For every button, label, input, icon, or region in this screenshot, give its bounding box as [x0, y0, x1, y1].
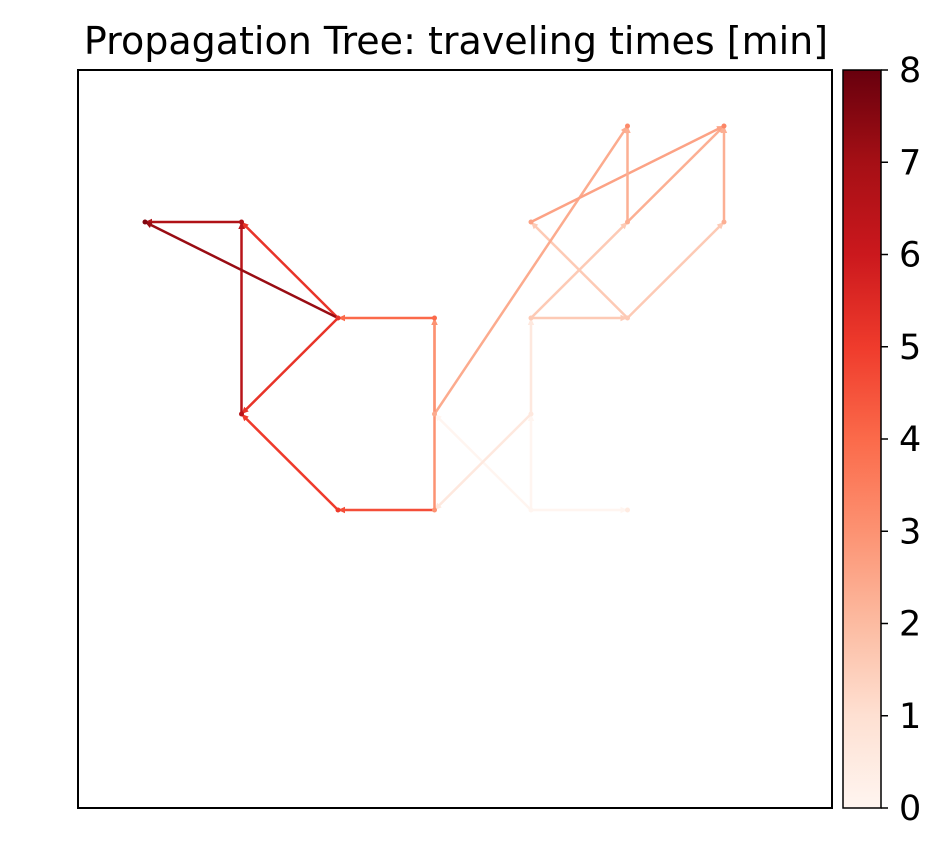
edge-O-Q — [240, 221, 339, 319]
node-O — [335, 315, 341, 321]
node-N — [335, 507, 341, 513]
node-B — [625, 507, 630, 513]
edge-N-P — [240, 413, 339, 511]
node-F — [625, 219, 630, 225]
edge-C-J — [433, 413, 532, 511]
node-L — [721, 123, 727, 129]
node-E — [625, 315, 630, 321]
edge-arrowhead-J-N — [338, 506, 345, 514]
colorbar — [842, 69, 882, 809]
edge-arrowhead-F-K — [624, 126, 631, 133]
colorbar-tick-label-2: 2 — [899, 605, 921, 645]
node-J — [432, 507, 437, 513]
colorbar-tick-label-4: 4 — [899, 420, 921, 460]
edge-arrowhead-E-I — [531, 222, 539, 230]
edge-arrowhead-O-Q — [241, 222, 249, 230]
edge-arrowhead-A-B — [620, 506, 628, 514]
colorbar-tick-label-7: 7 — [899, 143, 921, 183]
node-R — [142, 219, 148, 225]
edge-arrowhead-C-J — [434, 502, 442, 510]
colorbar-tick-label-6: 6 — [899, 236, 921, 276]
edge-arrowhead-D-E — [620, 314, 628, 322]
node-H — [432, 411, 437, 417]
edge-arrowhead-J-M — [431, 318, 438, 325]
colorbar-ticks: 0 1 2 3 4 5 6 7 8 — [881, 51, 921, 829]
edge-H-K — [433, 125, 629, 415]
node-D — [528, 315, 534, 321]
edge-arrowhead-M-O — [338, 314, 345, 322]
edge-arrowhead-A-H — [434, 414, 442, 422]
edge-O-P — [240, 317, 339, 415]
node-P — [239, 411, 244, 417]
edge-arrowhead-D-F — [620, 222, 628, 230]
node-I — [528, 219, 534, 225]
edge-F-L — [626, 125, 725, 223]
edge-arrowhead-C-D — [527, 318, 535, 325]
edge-arrowhead-O-P — [241, 406, 249, 414]
node-Q — [239, 219, 244, 225]
edge-arrowhead-A-C — [527, 414, 535, 421]
plot-area — [77, 69, 833, 809]
edge-arrowhead-P-Q — [238, 222, 245, 229]
node-M — [432, 315, 437, 321]
colorbar-tick-label-5: 5 — [899, 328, 921, 368]
node-C — [528, 411, 534, 417]
node-G — [721, 219, 727, 225]
chart-title: Propagation Tree: traveling times [min] — [84, 19, 828, 63]
node-A — [528, 507, 534, 513]
edge-E-G — [626, 221, 725, 319]
colorbar-tick-label-0: 0 — [899, 789, 921, 829]
node-K — [625, 123, 630, 129]
colorbar-tick-label-8: 8 — [899, 51, 921, 91]
edge-E-I — [530, 221, 629, 319]
colorbar-tick-label-1: 1 — [899, 697, 921, 737]
edge-arrowhead-E-G — [716, 222, 724, 230]
nodes-layer — [142, 123, 727, 513]
colorbar-tick-label-3: 3 — [899, 512, 921, 552]
edge-O-R — [144, 220, 339, 320]
edge-arrowhead-G-L — [720, 126, 728, 133]
edge-arrowhead-N-P — [241, 414, 249, 422]
